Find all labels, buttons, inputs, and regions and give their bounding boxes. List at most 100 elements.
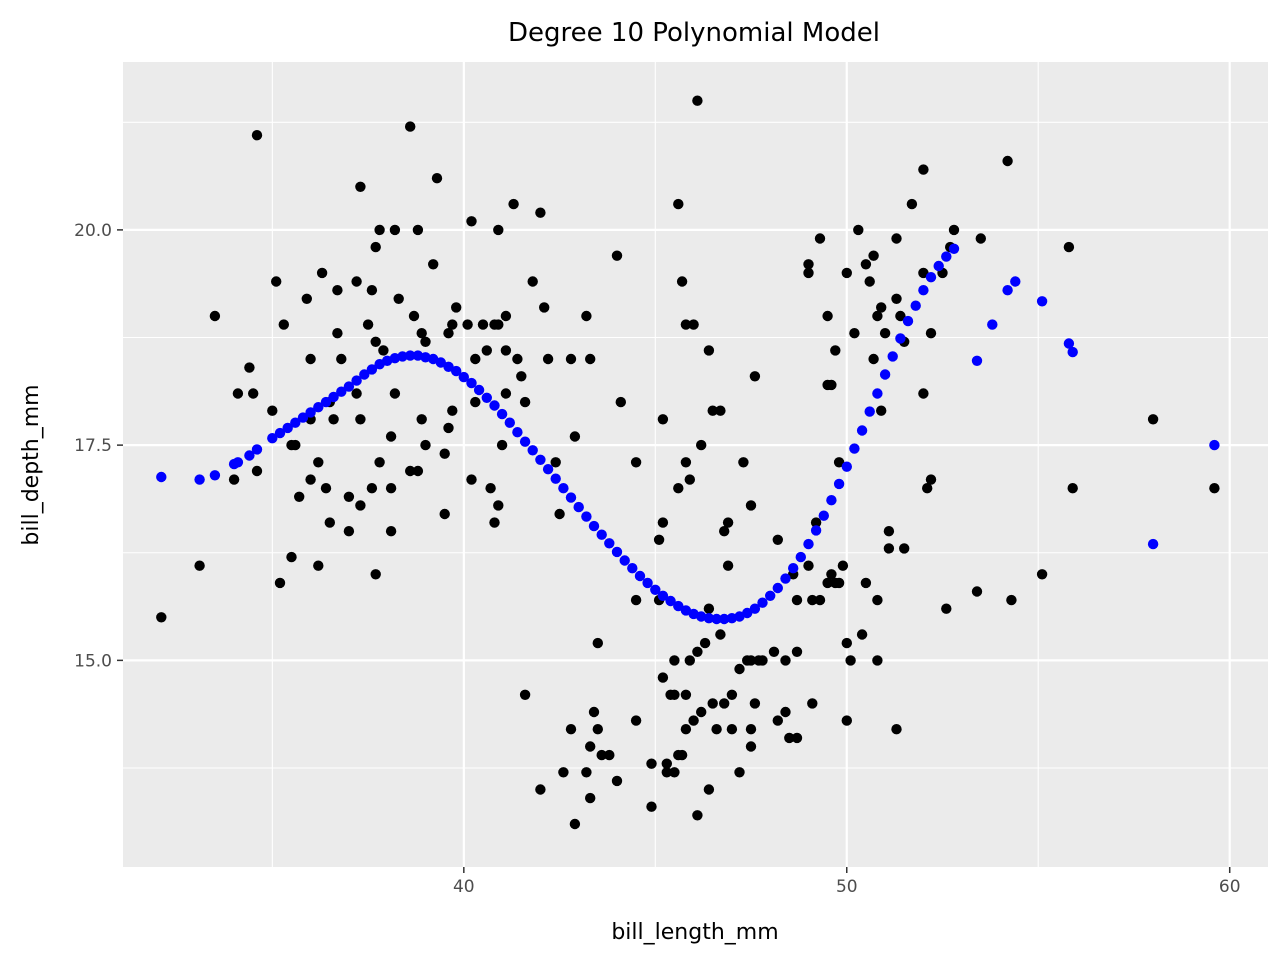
model-point xyxy=(818,510,829,521)
observed-point xyxy=(366,285,378,296)
observed-point xyxy=(301,293,312,304)
model-point xyxy=(619,555,630,566)
model-point xyxy=(1067,346,1078,358)
x-axis: 40 50 60 xyxy=(453,867,1241,897)
observed-point xyxy=(328,414,339,425)
model-point xyxy=(458,371,469,383)
observed-point xyxy=(516,371,527,382)
model-point xyxy=(451,365,462,377)
observed-point xyxy=(439,508,450,520)
observed-point xyxy=(780,706,791,718)
model-point xyxy=(833,478,845,490)
observed-point xyxy=(692,646,703,657)
observed-point xyxy=(749,698,761,709)
model-point xyxy=(351,375,362,386)
x-tick-label: 50 xyxy=(836,877,858,897)
model-point xyxy=(780,573,791,584)
observed-point xyxy=(611,775,623,787)
observed-point xyxy=(550,457,561,468)
observed-point xyxy=(646,758,657,769)
observed-point xyxy=(657,517,669,528)
observed-point xyxy=(684,474,695,485)
observed-point xyxy=(1067,483,1078,494)
model-point xyxy=(879,369,891,380)
observed-point xyxy=(745,655,757,666)
observed-point xyxy=(569,818,581,830)
observed-point xyxy=(1006,594,1017,606)
observed-point xyxy=(581,767,592,778)
observed-point xyxy=(772,534,783,545)
observed-point xyxy=(692,810,703,821)
model-point xyxy=(872,388,883,399)
observed-point xyxy=(757,655,768,666)
observed-point xyxy=(922,483,933,494)
observed-point xyxy=(420,439,431,451)
observed-point xyxy=(830,345,841,356)
observed-point xyxy=(669,689,680,700)
observed-point xyxy=(845,655,856,666)
x-tick-label: 40 xyxy=(453,877,475,897)
model-point xyxy=(305,407,316,418)
observed-point xyxy=(378,345,389,356)
model-prediction-series xyxy=(156,243,1220,625)
observed-point xyxy=(803,560,814,571)
observed-point xyxy=(305,474,316,485)
observed-point xyxy=(879,328,891,339)
model-point xyxy=(232,457,244,468)
observed-point xyxy=(362,319,374,330)
observed-point xyxy=(1036,569,1048,580)
observed-point xyxy=(925,474,937,485)
model-point xyxy=(941,251,952,262)
observed-point xyxy=(500,310,512,322)
observed-point xyxy=(833,457,845,468)
observed-point xyxy=(332,328,343,339)
observed-point xyxy=(734,663,745,675)
observed-point xyxy=(860,259,872,270)
model-point xyxy=(1010,276,1021,287)
observed-point xyxy=(856,629,868,640)
observed-point xyxy=(1209,483,1220,494)
observed-point xyxy=(872,655,883,666)
observed-point xyxy=(876,405,887,416)
observed-point xyxy=(209,310,221,322)
model-point xyxy=(251,444,263,455)
model-point xyxy=(1002,285,1013,296)
observed-point xyxy=(374,457,385,468)
observed-point xyxy=(481,345,492,356)
model-point xyxy=(642,577,653,589)
model-point xyxy=(443,361,454,372)
model-point xyxy=(887,351,898,362)
observed-point xyxy=(489,517,500,528)
observed-point xyxy=(1063,241,1075,253)
x-axis-title: bill_length_mm xyxy=(611,920,778,945)
observed-point xyxy=(883,526,895,537)
model-point xyxy=(1209,439,1220,451)
observed-point xyxy=(585,792,596,804)
observed-point xyxy=(791,646,803,657)
x-tick-label: 60 xyxy=(1219,877,1241,897)
observed-point xyxy=(726,689,738,700)
observed-point xyxy=(267,405,278,416)
observed-point xyxy=(355,414,366,425)
observed-point xyxy=(646,801,657,812)
observed-point xyxy=(305,353,316,365)
observed-point xyxy=(535,784,546,795)
model-point xyxy=(864,406,875,417)
chart-title: Degree 10 Polynomial Model xyxy=(508,18,880,48)
observed-point xyxy=(500,345,512,356)
model-point xyxy=(512,427,523,438)
observed-point xyxy=(826,569,837,580)
observed-point xyxy=(336,353,347,365)
observed-point xyxy=(493,500,504,511)
observed-point xyxy=(470,353,481,365)
observed-point xyxy=(251,465,263,477)
observed-point xyxy=(428,259,439,270)
model-point xyxy=(719,613,730,625)
model-point xyxy=(650,584,661,595)
observed-point xyxy=(853,224,864,236)
observed-point xyxy=(918,267,929,279)
minor-gridlines xyxy=(123,62,1268,867)
model-point xyxy=(948,243,960,254)
observed-point xyxy=(313,560,324,571)
observed-point xyxy=(416,328,427,339)
